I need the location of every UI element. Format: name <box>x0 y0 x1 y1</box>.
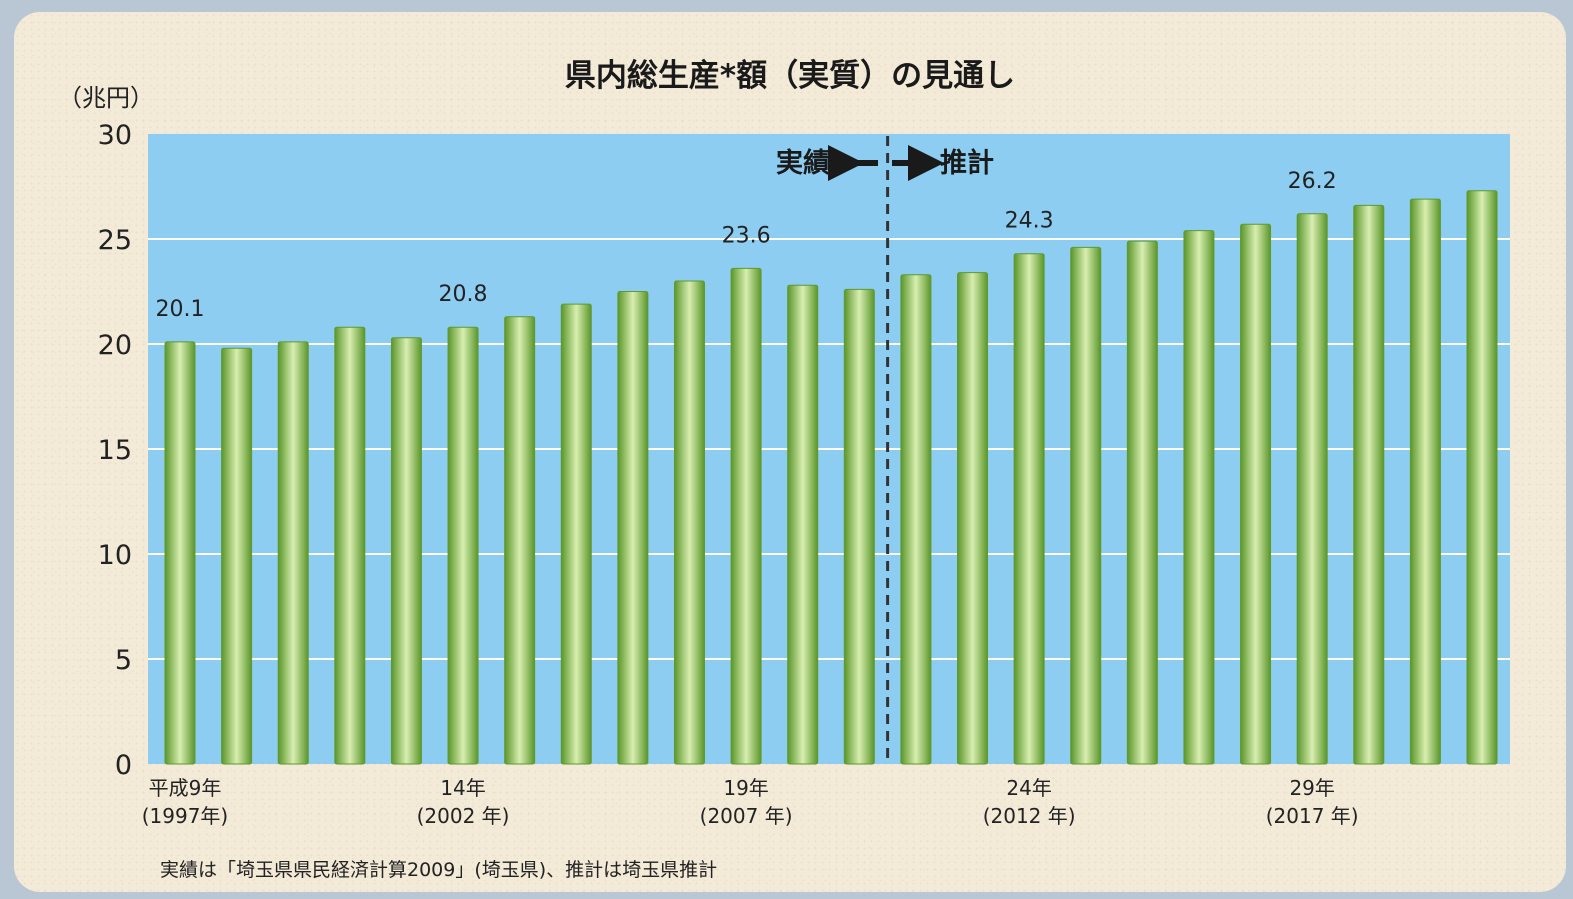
bars <box>164 190 1498 765</box>
y-tick-label: 25 <box>98 225 132 256</box>
bar <box>1070 246 1102 765</box>
x-tick-label: 24年 <box>1006 776 1051 800</box>
bar <box>673 280 705 765</box>
x-axis-ticks: 平成9年 (1997年) 14年 (2002 年) 19年 (2007 年) 24年 (201… <box>142 776 1359 828</box>
x-tick-label: (2017 年) <box>1266 804 1359 828</box>
bar <box>334 326 366 765</box>
y-tick-label: 15 <box>98 435 132 466</box>
bar <box>221 347 253 765</box>
bar <box>617 291 649 765</box>
bar <box>900 274 932 765</box>
y-tick-label: 30 <box>98 120 132 151</box>
x-tick-label: 19年 <box>723 776 768 800</box>
bar <box>1013 253 1045 765</box>
bar <box>390 337 422 765</box>
data-label: 24.3 <box>1005 209 1054 234</box>
bar <box>730 267 762 765</box>
x-tick-label: (2002 年) <box>417 804 510 828</box>
y-tick-label: 0 <box>115 750 132 781</box>
y-axis-ticks: 0 5 10 15 20 25 30 <box>98 120 132 781</box>
bar <box>1353 204 1385 765</box>
x-tick-label: 29年 <box>1289 776 1334 800</box>
bar <box>843 288 875 765</box>
bar <box>1126 240 1158 765</box>
data-label: 20.8 <box>439 282 488 307</box>
y-tick-label: 10 <box>98 540 132 571</box>
bar <box>1296 213 1328 765</box>
y-axis-unit-label: （兆円） <box>58 84 154 112</box>
data-labels: 20.1 20.8 23.6 24.3 26.2 <box>156 169 1337 322</box>
x-tick-label: (2007 年) <box>700 804 793 828</box>
x-tick-label: (2012 年) <box>983 804 1076 828</box>
x-tick-label: 14年 <box>440 776 485 800</box>
actual-phase-label: 実績 <box>776 147 830 179</box>
source-note: 実績は「埼玉県県民経済計算2009」(埼玉県)、推計は埼玉県推計 <box>160 859 717 881</box>
bar <box>504 316 536 765</box>
bar <box>1183 230 1215 765</box>
data-label: 26.2 <box>1288 169 1337 194</box>
data-label: 20.1 <box>156 297 205 322</box>
data-label: 23.6 <box>722 223 771 248</box>
estimate-phase-label: 推計 <box>940 147 994 179</box>
bar <box>1466 190 1498 765</box>
x-tick-label: (1997年) <box>142 804 229 828</box>
x-tick-label: 平成9年 <box>149 776 222 800</box>
y-tick-label: 5 <box>115 645 132 676</box>
bar <box>447 326 479 765</box>
bar <box>1240 223 1272 765</box>
gridlines <box>148 238 1510 660</box>
bar <box>277 341 309 765</box>
bar <box>560 303 592 765</box>
bar <box>957 272 989 765</box>
y-tick-label: 20 <box>98 330 132 361</box>
bar <box>164 341 196 765</box>
chart-title: 県内総生産*額（実質）の見通し <box>565 58 1015 94</box>
bar <box>787 284 819 765</box>
bar <box>1409 198 1441 765</box>
